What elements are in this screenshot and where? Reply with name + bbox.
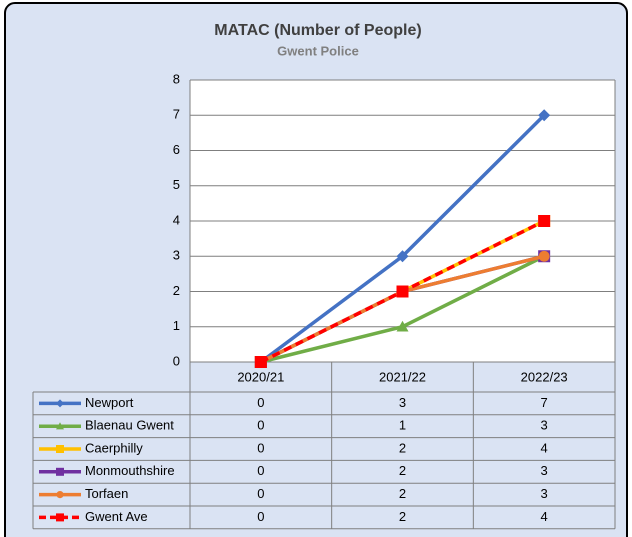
table-value: 2 [399, 486, 406, 501]
chart-subtitle: Gwent Police [277, 43, 359, 58]
table-value: 7 [541, 395, 548, 410]
table-value: 1 [399, 418, 406, 433]
table-value: 0 [257, 463, 264, 478]
chart-title: MATAC (Number of People) [214, 22, 421, 39]
table-value: 3 [399, 395, 406, 410]
legend-marker [56, 422, 64, 430]
y-tick-label: 1 [173, 318, 180, 333]
y-tick-label: 4 [173, 212, 180, 227]
legend-label: Caerphilly [85, 440, 143, 455]
table-value: 0 [257, 418, 264, 433]
point [538, 109, 551, 122]
table-value: 3 [541, 486, 548, 501]
table-value: 0 [257, 440, 264, 455]
legend-label: Torfaen [85, 486, 128, 501]
table-value: 0 [257, 486, 264, 501]
y-tick-label: 2 [173, 283, 180, 298]
point [254, 356, 267, 368]
point [396, 320, 409, 332]
table-value: 3 [541, 418, 548, 433]
table-value: 3 [541, 463, 548, 478]
table-value: 4 [541, 509, 548, 524]
y-tick-label: 8 [173, 71, 180, 86]
y-tick-label: 7 [173, 107, 180, 122]
table-value: 2 [399, 440, 406, 455]
legend-label: Newport [85, 395, 134, 410]
legend-label: Blaenau Gwent [85, 418, 174, 433]
legend-marker [56, 399, 64, 408]
point [538, 250, 550, 262]
x-tick-label: 2021/22 [379, 369, 426, 384]
point [538, 215, 551, 227]
legend-marker [56, 445, 64, 453]
y-tick-label: 3 [173, 248, 180, 263]
y-tick-label: 0 [173, 353, 180, 368]
legend-marker [56, 467, 64, 476]
legend-marker [56, 513, 64, 522]
legend-label: Monmouthshire [85, 463, 175, 478]
legend-marker [56, 491, 64, 499]
y-tick-label: 6 [173, 142, 180, 157]
table-value: 0 [257, 395, 264, 410]
y-tick-label: 5 [173, 177, 180, 192]
point [396, 250, 409, 263]
table-value: 0 [257, 509, 264, 524]
table-value: 2 [399, 463, 406, 478]
legend-label: Gwent Ave [85, 509, 148, 524]
point [396, 285, 409, 298]
x-tick-label: 2022/23 [521, 369, 568, 384]
table-value: 4 [541, 440, 548, 455]
x-tick-label: 2020/21 [237, 369, 284, 384]
table-value: 2 [399, 509, 406, 524]
